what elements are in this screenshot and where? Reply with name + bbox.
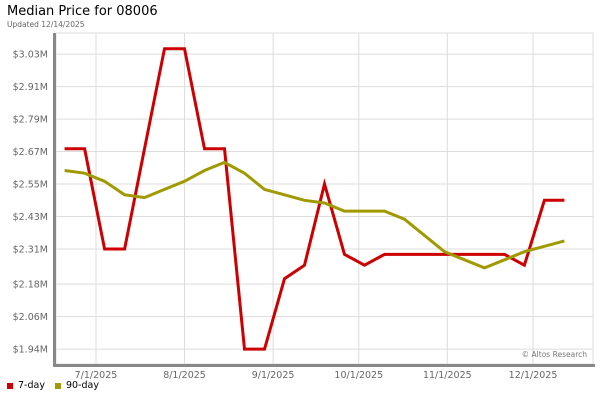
y-tick-label: $2.91M xyxy=(13,82,48,93)
x-tick-label: 10/1/2025 xyxy=(334,370,383,381)
series-line-90-day xyxy=(64,160,565,270)
y-tick-label: $2.31M xyxy=(13,244,48,255)
legend-item-90-day[interactable]: 90-day xyxy=(54,380,99,391)
x-axis-bar xyxy=(53,364,595,367)
y-tick-label: $2.43M xyxy=(13,212,48,223)
legend-label-7-day: 7-day xyxy=(18,380,45,391)
y-tick-label: $2.06M xyxy=(13,312,48,323)
legend-item-7-day[interactable]: 7-day xyxy=(7,380,45,391)
x-tick-label: 11/1/2025 xyxy=(423,370,472,381)
x-tick-label: 7/1/2025 xyxy=(75,370,118,381)
watermark: © Altos Research xyxy=(522,350,588,359)
legend-label-90-day: 90-day xyxy=(65,380,99,391)
chart-subtitle: Updated 12/14/2025 xyxy=(7,20,85,29)
y-tick-label: $2.55M xyxy=(13,180,48,191)
series-line-7-day xyxy=(64,47,565,351)
legend: 7-day 90-day xyxy=(7,380,99,391)
legend-swatch-90-day xyxy=(54,382,61,389)
x-tick-label: 8/1/2025 xyxy=(163,370,206,381)
y-axis-bar xyxy=(53,33,56,366)
x-tick-label: 9/1/2025 xyxy=(252,370,295,381)
legend-swatch-7-day xyxy=(7,382,13,389)
chart-title: Median Price for 08006 xyxy=(7,4,158,19)
y-tick-label: $2.67M xyxy=(13,147,48,158)
y-tick-label: $3.03M xyxy=(13,50,48,61)
x-tick-label: 12/1/2025 xyxy=(509,370,558,381)
y-tick-label: $2.18M xyxy=(13,280,48,291)
y-tick-label: $1.94M xyxy=(13,345,48,356)
plot-border xyxy=(55,32,594,365)
y-tick-label: $2.79M xyxy=(13,115,48,126)
